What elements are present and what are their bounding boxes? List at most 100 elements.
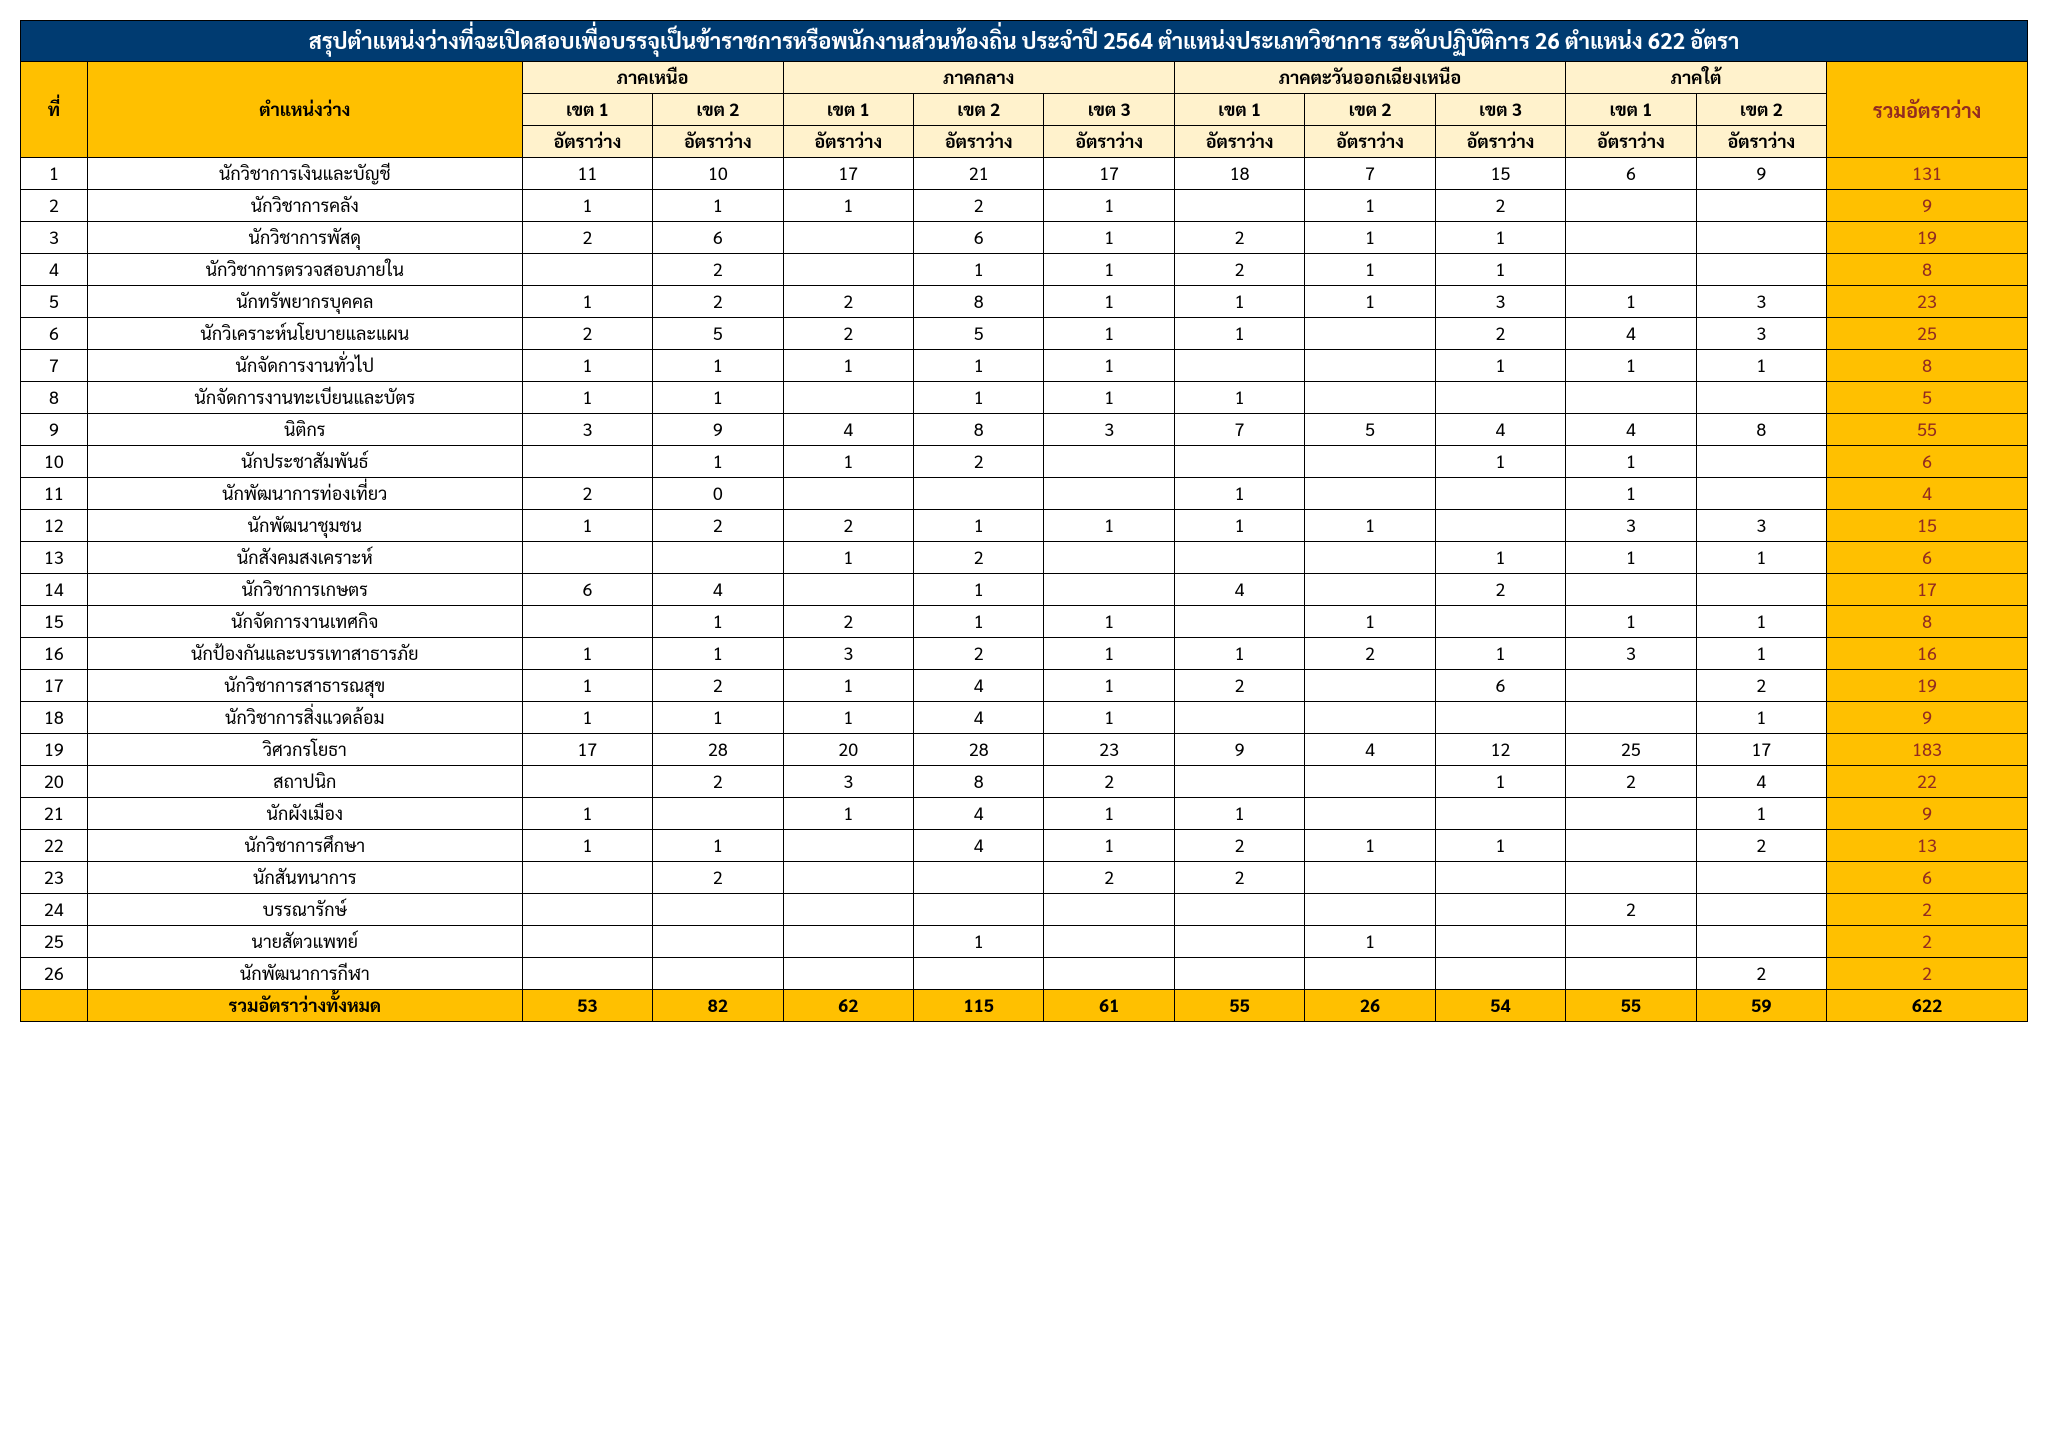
footer-value: 55 [1566,990,1696,1022]
row-value [1305,350,1435,382]
row-value: 2 [1566,766,1696,798]
row-total: 2 [1827,958,2028,990]
row-value: 2 [522,478,652,510]
row-value [783,254,913,286]
row-index: 12 [21,510,88,542]
row-value [783,382,913,414]
row-value [1174,606,1304,638]
row-index: 10 [21,446,88,478]
row-value [1696,190,1826,222]
row-value: 1 [914,574,1044,606]
table-row: 6นักวิเคราะห์นโยบายและแผน25251124325 [21,318,2028,350]
row-value: 8 [1696,414,1826,446]
table-row: 22นักวิชาการศึกษา1141211213 [21,830,2028,862]
row-value: 1 [522,510,652,542]
header-vacancy: อัตราว่าง [783,126,913,158]
row-position: นักวิชาการพัสดุ [87,222,522,254]
row-value: 2 [914,190,1044,222]
row-value [783,222,913,254]
footer-value: 54 [1435,990,1565,1022]
row-position: นักวิชาการคลัง [87,190,522,222]
row-total: 4 [1827,478,2028,510]
row-value [1305,446,1435,478]
row-value [1044,926,1174,958]
header-zone: เขต 2 [653,94,783,126]
row-value: 1 [653,638,783,670]
row-total: 8 [1827,606,2028,638]
row-value: 1 [1174,382,1304,414]
row-position: นักจัดการงานเทศกิจ [87,606,522,638]
row-value [1305,574,1435,606]
row-value [783,574,913,606]
vacancy-table: สรุปตำแหน่งว่างที่จะเปิดสอบเพื่อบรรจุเป็… [20,20,2028,1022]
row-value: 1 [1435,766,1565,798]
row-total: 17 [1827,574,2028,606]
row-value [783,926,913,958]
row-value: 0 [653,478,783,510]
row-value: 20 [783,734,913,766]
row-value: 1 [914,254,1044,286]
row-index: 17 [21,670,88,702]
row-value: 10 [653,158,783,190]
row-value: 15 [1435,158,1565,190]
row-value [1174,190,1304,222]
row-value [1435,862,1565,894]
row-value [653,798,783,830]
row-value [1044,478,1174,510]
row-value [1435,894,1565,926]
row-value: 6 [914,222,1044,254]
row-value: 4 [653,574,783,606]
table-row: 5นักทรัพยากรบุคคล122811131323 [21,286,2028,318]
row-value [1566,574,1696,606]
row-value: 17 [522,734,652,766]
row-position: นักวิชาการเกษตร [87,574,522,606]
row-value: 1 [1435,542,1565,574]
row-value [522,542,652,574]
table-row: 17นักวิชาการสาธารณสุข1214126219 [21,670,2028,702]
row-value: 4 [914,798,1044,830]
row-position: นักวิชาการสิ่งแวดล้อม [87,702,522,734]
table-row: 25นายสัตวแพทย์112 [21,926,2028,958]
row-value: 1 [1435,222,1565,254]
row-value: 2 [1435,574,1565,606]
row-total: 8 [1827,254,2028,286]
row-value: 1 [1435,830,1565,862]
row-total: 9 [1827,798,2028,830]
header-vacancy: อัตราว่าง [1044,126,1174,158]
row-value: 6 [522,574,652,606]
header-vacancy: อัตราว่าง [914,126,1044,158]
header-vacancy: อัตราว่าง [653,126,783,158]
row-value [1174,446,1304,478]
row-value [522,254,652,286]
table-row: 9นิติกร394837544855 [21,414,2028,446]
row-value: 2 [1174,670,1304,702]
row-value: 17 [1044,158,1174,190]
table-row: 19วิศวกรโยธา172820282394122517183 [21,734,2028,766]
row-index: 6 [21,318,88,350]
footer-value: 62 [783,990,913,1022]
row-value [1696,894,1826,926]
header-vacancy: อัตราว่าง [522,126,652,158]
footer-label: รวมอัตราว่างทั้งหมด [87,990,522,1022]
table-row: 21นักผังเมือง1141119 [21,798,2028,830]
row-value: 1 [783,446,913,478]
row-value: 1 [522,286,652,318]
table-header: สรุปตำแหน่งว่างที่จะเปิดสอบเพื่อบรรจุเป็… [21,21,2028,158]
row-position: นักวิชาการสาธารณสุข [87,670,522,702]
row-value [1435,798,1565,830]
row-value [1044,542,1174,574]
row-value: 1 [1435,350,1565,382]
row-value [1305,766,1435,798]
header-position: ตำแหน่งว่าง [87,62,522,158]
row-value [522,926,652,958]
row-value [1044,958,1174,990]
row-value [1305,670,1435,702]
row-position: นักประชาสัมพันธ์ [87,446,522,478]
row-value: 1 [653,702,783,734]
row-position: นักทรัพยากรบุคคล [87,286,522,318]
row-value [653,926,783,958]
header-vacancy: อัตราว่าง [1566,126,1696,158]
row-value [1174,766,1304,798]
row-position: นักจัดการงานทั่วไป [87,350,522,382]
row-index: 14 [21,574,88,606]
